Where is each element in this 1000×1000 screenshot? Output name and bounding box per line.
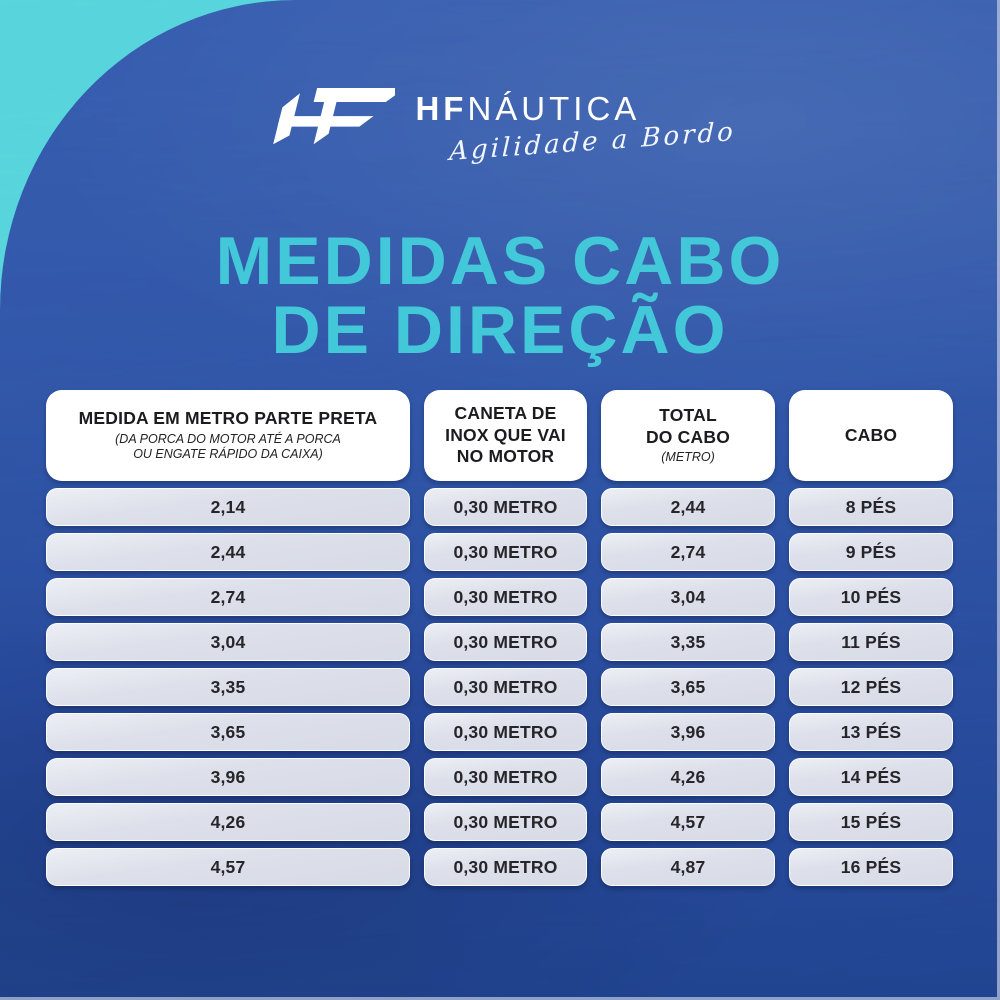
column-header-total: TOTAL DO CABO (METRO) — [601, 390, 775, 481]
column-header-title: CANETA DE INOX QUE VAI NO MOTOR — [445, 403, 566, 467]
column-header-title: MEDIDA EM METRO PARTE PRETA — [78, 408, 378, 429]
table-cell-total: 4,57 — [601, 803, 775, 841]
table-cell-medida: 2,74 — [46, 578, 410, 616]
brand-name: HF NÁUTICA — [415, 89, 736, 128]
table-cell-total: 4,26 — [601, 758, 775, 796]
table-cell-caneta: 0,30 METRO — [424, 803, 587, 841]
table-cell-medida: 4,26 — [46, 803, 410, 841]
table-cell-medida: 4,57 — [46, 848, 410, 886]
table-cell-total: 2,74 — [601, 533, 775, 571]
table-cell-cabo: 16 PÉS — [789, 848, 953, 886]
column-header-caneta: CANETA DE INOX QUE VAI NO MOTOR — [424, 390, 587, 481]
hf-monogram-icon — [273, 87, 396, 145]
table-cell-total: 3,65 — [601, 668, 775, 706]
table-cell-total: 3,96 — [601, 713, 775, 751]
brand-name-nautica: NÁUTICA — [467, 89, 641, 128]
table-cell-caneta: 0,30 METRO — [424, 758, 587, 796]
brand-text: HF NÁUTICA Agilidade a Bordo — [415, 78, 736, 167]
table-cell-cabo: 15 PÉS — [789, 803, 953, 841]
table-cell-total: 3,35 — [601, 623, 775, 661]
table-cell-cabo: 9 PÉS — [789, 533, 953, 571]
table-cell-medida: 2,44 — [46, 533, 410, 571]
page-title-line1: MEDIDAS CABO — [215, 223, 785, 299]
table-cell-cabo: 8 PÉS — [789, 488, 953, 526]
table-cell-total: 4,87 — [601, 848, 775, 886]
table-cell-caneta: 0,30 METRO — [424, 668, 587, 706]
column-header-title: TOTAL DO CABO — [645, 405, 731, 447]
table-cell-cabo: 14 PÉS — [789, 758, 953, 796]
table-cell-caneta: 0,30 METRO — [424, 848, 587, 886]
column-header-medida: MEDIDA EM METRO PARTE PRETA (DA PORCA DO… — [46, 390, 410, 481]
table-cell-medida: 3,04 — [46, 623, 410, 661]
table-cell-caneta: 0,30 METRO — [424, 578, 587, 616]
column-header-cabo: CABO — [789, 390, 953, 481]
table-cell-caneta: 0,30 METRO — [424, 713, 587, 751]
column-header-subtitle: (DA PORCA DO MOTOR ATÉ A PORCA OU ENGATE… — [115, 431, 341, 462]
table-cell-caneta: 0,30 METRO — [424, 533, 587, 571]
table-cell-total: 3,04 — [601, 578, 775, 616]
table-cell-medida: 3,65 — [46, 713, 410, 751]
column-header-title: CABO — [844, 424, 898, 445]
table-cell-caneta: 0,30 METRO — [424, 488, 587, 526]
table-cell-medida: 2,14 — [46, 488, 410, 526]
measurements-table: MEDIDA EM METRO PARTE PRETA (DA PORCA DO… — [46, 390, 953, 886]
table-cell-cabo: 11 PÉS — [789, 623, 953, 661]
page-title: MEDIDAS CABO DE DIREÇÃO — [0, 223, 1000, 369]
column-header-subtitle: (METRO) — [661, 450, 715, 465]
table-cell-total: 2,44 — [601, 488, 775, 526]
table-cell-medida: 3,96 — [46, 758, 410, 796]
table-cell-cabo: 12 PÉS — [789, 668, 953, 706]
page-title-line2: DE DIREÇÃO — [271, 292, 729, 369]
table-cell-cabo: 13 PÉS — [789, 713, 953, 751]
table-cell-caneta: 0,30 METRO — [424, 623, 587, 661]
brand-name-hf: HF — [415, 90, 468, 127]
table-cell-cabo: 10 PÉS — [789, 578, 953, 616]
table-cell-medida: 3,35 — [46, 668, 410, 706]
brand-logo: HF NÁUTICA Agilidade a Bordo — [0, 78, 1000, 167]
